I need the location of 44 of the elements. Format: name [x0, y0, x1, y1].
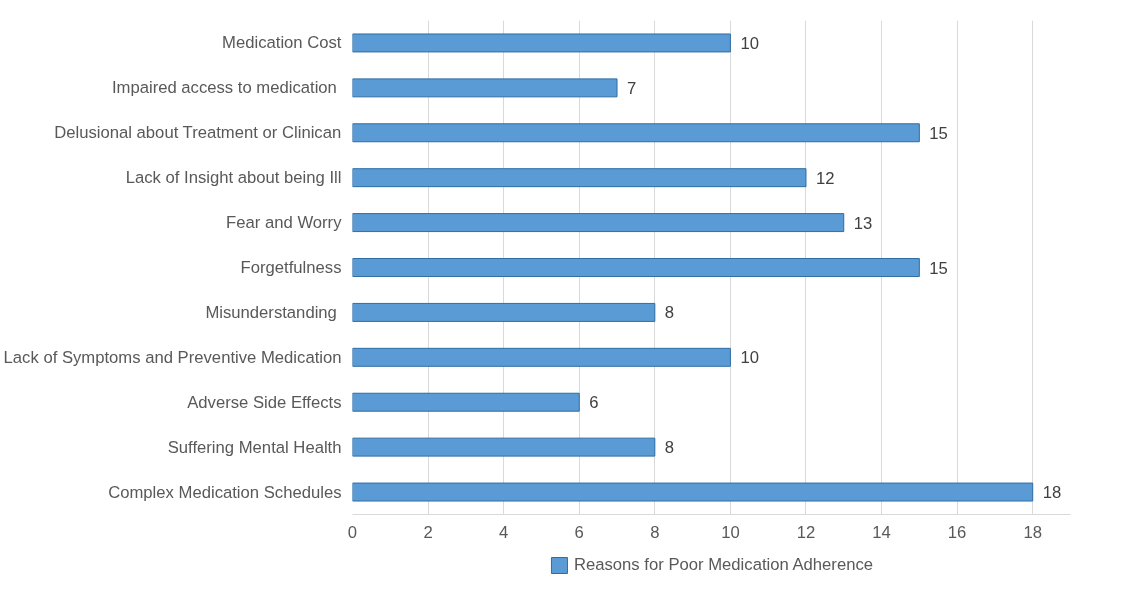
data-label: 8 [664, 438, 675, 458]
data-label: 7 [627, 78, 637, 98]
y-tick-label: Lack of Symptoms and Preventive Medication [3, 347, 342, 367]
x-tick-label: 16 [947, 522, 967, 542]
y-tick-label: Lack of Insight about being Ill [125, 168, 342, 188]
x-tick-label: 12 [796, 522, 816, 542]
y-tick-label: Suffering Mental Health [167, 437, 342, 457]
data-label: 6 [589, 393, 599, 413]
bar [352, 437, 656, 457]
x-tick-label: 4 [499, 522, 509, 542]
y-tick-label: Fear and Worry [226, 213, 343, 233]
x-tick-label: 8 [650, 522, 660, 542]
y-tick-label: Impaired access to medication [111, 78, 337, 98]
data-label: 12 [815, 168, 835, 188]
data-label: 10 [740, 33, 759, 53]
bar [352, 33, 731, 53]
data-label: 15 [929, 123, 948, 143]
x-tick-label: 18 [1023, 522, 1042, 542]
y-tick-label: Adverse Side Effects [187, 392, 342, 412]
bar [352, 168, 807, 188]
data-label: 8 [664, 303, 675, 323]
data-label: 13 [853, 213, 873, 233]
y-tick-label: Forgetfulness [240, 258, 342, 277]
bar [352, 482, 1034, 502]
x-tick-label: 0 [347, 522, 358, 542]
y-tick-label: Complex Medication Schedules [108, 482, 342, 502]
bar [352, 123, 920, 143]
y-tick-label: Misunderstanding [205, 302, 337, 322]
x-tick-label: 14 [872, 522, 891, 542]
data-label: 18 [1042, 483, 1062, 503]
bar [352, 213, 845, 233]
bar [352, 78, 618, 98]
legend-label: Reasons for Poor Medication Adherence [573, 555, 874, 575]
bar [352, 258, 920, 277]
y-tick-label: Delusional about Treatment or Clinican [54, 123, 342, 143]
x-tick-label: 6 [574, 522, 584, 542]
data-label: 10 [740, 348, 759, 368]
bar [352, 347, 731, 367]
bar [352, 392, 580, 412]
bar [352, 302, 656, 322]
x-tick-label: 2 [423, 522, 433, 542]
y-tick-label: Medication Cost [222, 33, 342, 53]
data-label: 15 [929, 258, 948, 278]
x-tick-label: 10 [721, 522, 740, 542]
